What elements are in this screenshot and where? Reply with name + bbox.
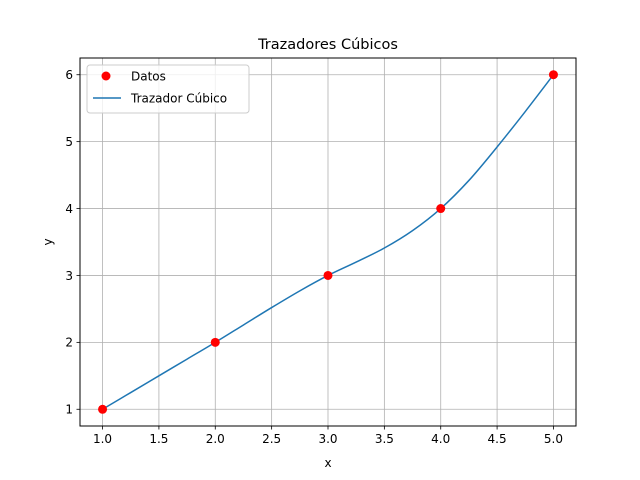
grid [80,58,576,426]
legend: Datos Trazador Cúbico [86,64,250,114]
y-tick-label: 3 [65,269,73,283]
x-tick-label: 1.5 [149,432,168,446]
data-point [436,204,446,214]
x-tick-label: 4.5 [488,432,507,446]
x-tick-label: 2.5 [262,432,281,446]
legend-box [86,64,250,114]
x-axis-label: x [324,456,331,470]
x-tick-label: 3.5 [375,432,394,446]
y-tick-label: 2 [65,336,73,350]
data-point [323,270,333,280]
y-axis-ticks: 1 2 3 4 5 6 [65,68,80,417]
x-tick-label: 1.0 [93,432,112,446]
y-tick-label: 1 [65,403,73,417]
chart-title: Trazadores Cúbicos [257,37,398,53]
legend-marker-datos [101,71,111,81]
y-tick-label: 5 [65,135,73,149]
y-axis-label: y [41,238,55,245]
legend-label-datos: Datos [131,70,166,84]
x-tick-label: 5.0 [544,432,563,446]
y-tick-label: 4 [65,202,73,216]
legend-label-trazador: Trazador Cúbico [130,92,227,106]
data-point [210,337,220,347]
scatter-series [98,70,558,414]
x-tick-label: 3.0 [318,432,337,446]
x-axis-ticks: 1.0 1.5 2.0 2.5 3.0 3.5 4.0 4.5 5.0 [93,426,563,446]
x-tick-label: 4.0 [431,432,450,446]
data-point [98,404,108,414]
y-tick-label: 6 [65,68,73,82]
x-tick-label: 2.0 [206,432,225,446]
data-point [548,70,558,80]
